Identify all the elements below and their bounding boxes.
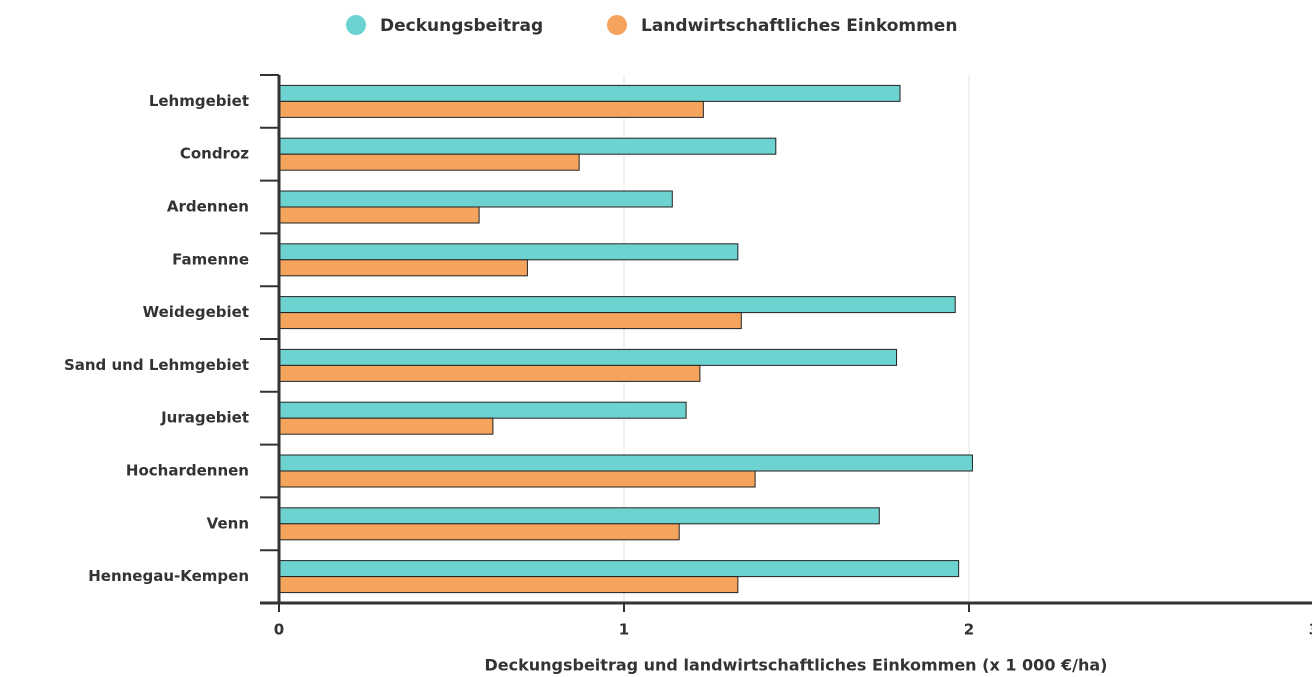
bar xyxy=(278,507,880,525)
legend-marker xyxy=(607,15,627,35)
y-tick-label: Famenne xyxy=(172,250,249,268)
bar xyxy=(278,364,701,382)
legend-label: Landwirtschaftliches Einkommen xyxy=(641,16,957,36)
x-tick-label: 2 xyxy=(964,621,974,639)
bar xyxy=(278,243,739,261)
y-tick-label: Weidegebiet xyxy=(143,303,249,321)
y-tick-label: Condroz xyxy=(180,145,249,163)
x-axis-title: Deckungsbeitrag und landwirtschaftliches… xyxy=(484,656,1107,675)
bar xyxy=(278,454,973,472)
bar xyxy=(278,576,739,594)
bar xyxy=(278,206,480,224)
bar xyxy=(278,560,960,578)
bar xyxy=(278,348,898,366)
bar xyxy=(278,259,528,277)
bar xyxy=(278,523,680,541)
y-tick-label: Venn xyxy=(207,514,249,532)
x-tick-label: 0 xyxy=(274,621,284,639)
x-tick-label: 3 xyxy=(1309,621,1312,639)
bar xyxy=(278,190,673,208)
bar xyxy=(278,401,687,419)
y-tick-label: Hochardennen xyxy=(126,462,249,480)
y-tick-label: Juragebiet xyxy=(160,409,249,427)
x-tick-label: 1 xyxy=(619,621,629,639)
legend-marker xyxy=(346,15,366,35)
y-tick-label: Sand und Lehmgebiet xyxy=(64,356,249,374)
y-tick-label: Ardennen xyxy=(167,198,249,216)
bar xyxy=(278,84,901,102)
bar xyxy=(278,100,704,118)
bar xyxy=(278,296,956,314)
y-tick-label: Lehmgebiet xyxy=(149,92,249,110)
bar xyxy=(278,417,494,435)
bar xyxy=(278,312,742,330)
bar xyxy=(278,470,756,488)
legend-label: Deckungsbeitrag xyxy=(380,16,543,36)
y-tick-label: Hennegau-Kempen xyxy=(88,567,249,585)
bar xyxy=(278,153,580,171)
bar xyxy=(278,137,777,155)
